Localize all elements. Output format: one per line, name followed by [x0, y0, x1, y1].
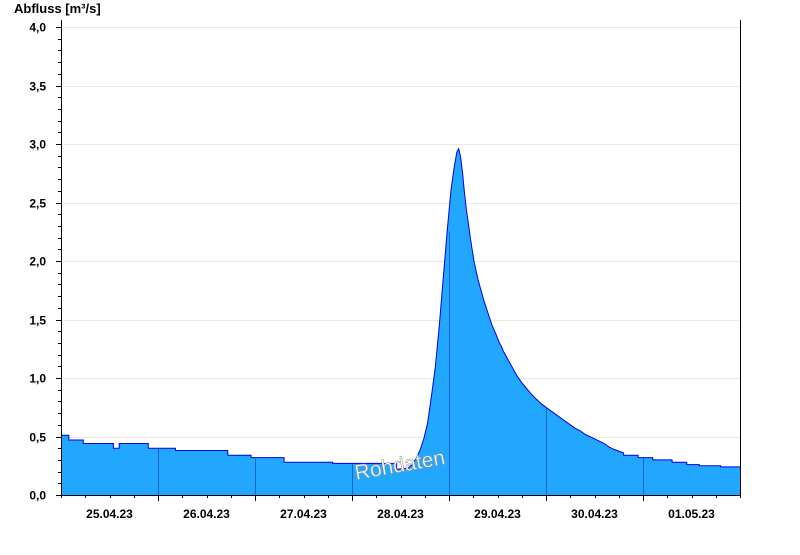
x-tick-label: 30.04.23: [571, 507, 618, 521]
y-tick-label: 2,5: [29, 197, 46, 211]
x-tick-label: 25.04.23: [86, 507, 133, 521]
axes: 0,0 0,5 1,0 1,5 2,0 2,5 3,0 3,5 4,0 25.04.23 26.04…: [29, 20, 741, 521]
grid-lines: [61, 27, 740, 438]
x-tick-label: 01.05.23: [668, 507, 715, 521]
y-tick-label: 0,0: [29, 489, 46, 503]
y-tick-label: 3,5: [29, 80, 46, 94]
y-tick-label: 1,0: [29, 372, 46, 386]
x-tick-label: 28.04.23: [377, 507, 424, 521]
y-tick-label: 1,5: [29, 314, 46, 328]
y-tick-label: 2,0: [29, 255, 46, 269]
plot-area: [61, 147, 740, 495]
y-tick-label: 4,0: [29, 21, 46, 35]
x-tick-label: 27.04.23: [280, 507, 327, 521]
y-axis-title: Abfluss [m³/s]: [14, 1, 101, 16]
discharge-line: [61, 147, 740, 470]
discharge-area: [61, 148, 740, 495]
x-tick-label: 29.04.23: [474, 507, 521, 521]
x-tick-label: 26.04.23: [183, 507, 230, 521]
y-tick-label: 0,5: [29, 431, 46, 445]
y-tick-label: 3,0: [29, 138, 46, 152]
